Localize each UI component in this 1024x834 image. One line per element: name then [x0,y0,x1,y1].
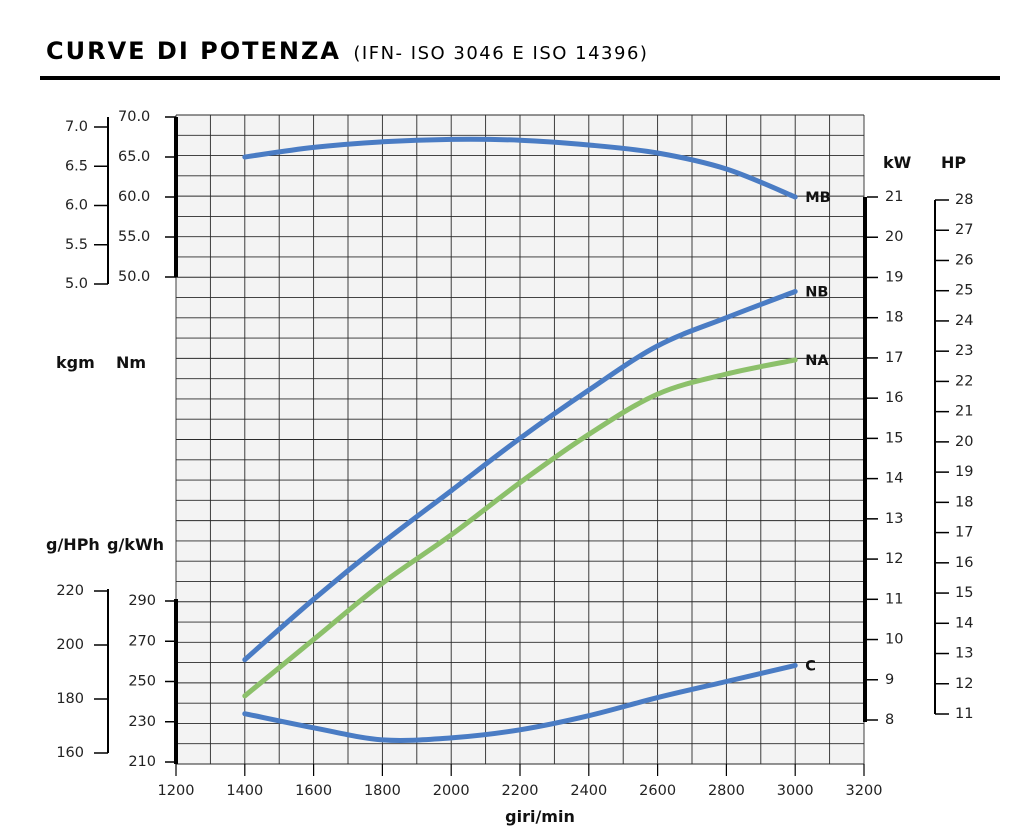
kw-axis-bar [863,197,867,722]
hp-tick-label: 13 [955,646,973,662]
kgm-tick-label: 6.0 [65,198,88,214]
kw-tick-label: 20 [885,229,903,245]
x-tick-label: 1200 [158,783,195,799]
hp-tick-label: 20 [955,434,973,450]
series-label-na: NA [805,353,829,369]
ghph-tick-label: 200 [56,637,84,653]
series-line-na [242,357,798,699]
x-tick-label: 1800 [364,783,401,799]
hp-tick-label: 27 [955,222,973,238]
x-tick-label: 2400 [570,783,607,799]
x-tick-label: 2800 [708,783,745,799]
hp-tick-label: 23 [955,343,973,359]
kgm-tick-label: 5.5 [65,237,88,253]
nm-tick-label: 55.0 [118,229,150,245]
series-label-nb: NB [805,285,828,301]
x-tick-label: 2200 [502,783,539,799]
unit-label-hp: HP [941,153,966,172]
hp-tick-label: 15 [955,585,973,601]
x-tick-label: 1600 [295,783,332,799]
kgm-tick-label: 7.0 [65,119,88,135]
unit-label-nm: Nm [116,353,146,372]
hp-tick-label: 21 [955,404,973,420]
kw-tick-label: 8 [885,712,894,728]
hp-tick-label: 17 [955,525,973,541]
series-label-mb: MB [805,190,830,206]
kw-tick-label: 18 [885,310,903,326]
x-tick-label: 3000 [777,783,814,799]
kw-tick-label: 17 [885,350,903,366]
kgm-tick-label: 6.5 [65,158,88,174]
series-label-c: C [805,658,816,674]
hp-tick-label: 26 [955,252,973,268]
gkwh-tick-label: 290 [128,593,156,609]
series-line-mb [242,136,798,200]
hp-tick-label: 14 [955,615,973,631]
title-rule [40,76,1000,80]
unit-label-kw: kW [883,153,912,172]
x-tick-label: 3200 [846,783,883,799]
hp-tick-label: 19 [955,464,973,480]
hp-tick-label: 22 [955,373,973,389]
gkwh-tick-label: 230 [128,714,156,730]
title-main: CURVE DI POTENZA [46,37,341,65]
x-axis-label: giri/min [505,807,575,826]
kw-tick-label: 13 [885,511,903,527]
series-line-nb [242,289,798,663]
x-tick-label: 2000 [433,783,470,799]
unit-label-kgm: kgm [56,353,95,372]
hp-tick-label: 24 [955,313,973,329]
nm-tick-label: 50.0 [118,269,150,285]
kw-tick-label: 9 [885,672,894,688]
hp-tick-label: 11 [955,706,973,722]
kgm-tick-label: 5.0 [65,276,88,292]
chart-title: CURVE DI POTENZA (IFN- ISO 3046 E ISO 14… [46,37,648,65]
kw-tick-label: 14 [885,471,903,487]
kw-tick-label: 12 [885,551,903,567]
kw-tick-label: 11 [885,591,903,607]
hp-tick-label: 28 [955,192,973,208]
nm-tick-label: 60.0 [118,189,150,205]
kw-tick-label: 16 [885,390,903,406]
gkwh-tick-label: 210 [128,754,156,770]
hp-tick-label: 12 [955,676,973,692]
ghph-tick-label: 160 [56,745,84,761]
x-tick-label: 2600 [639,783,676,799]
x-tick-label: 1400 [226,783,263,799]
axes: 1200 1400 1600 1800 2000 2200 2400 2600 2800 3000… [56,109,973,799]
series-line-c [242,662,798,743]
title-sub: (IFN- ISO 3046 E ISO 14396) [353,43,648,64]
unit-label-gkwh: g/kWh [107,535,164,554]
hp-tick-label: 16 [955,555,973,571]
hp-tick-label: 18 [955,494,973,510]
ghph-tick-label: 180 [56,691,84,707]
kw-tick-label: 21 [885,189,903,205]
kw-tick-label: 15 [885,430,903,446]
curves: MB NB NA C [242,136,831,743]
ghph-tick-label: 220 [56,583,84,599]
nm-tick-label: 70.0 [118,109,150,125]
unit-label-ghph: g/HPh [46,535,100,554]
nm-tick-label: 65.0 [118,149,150,165]
gkwh-tick-label: 270 [128,633,156,649]
hp-tick-label: 25 [955,283,973,299]
kw-tick-label: 10 [885,632,903,648]
gkwh-tick-label: 250 [128,674,156,690]
kw-tick-label: 19 [885,269,903,285]
